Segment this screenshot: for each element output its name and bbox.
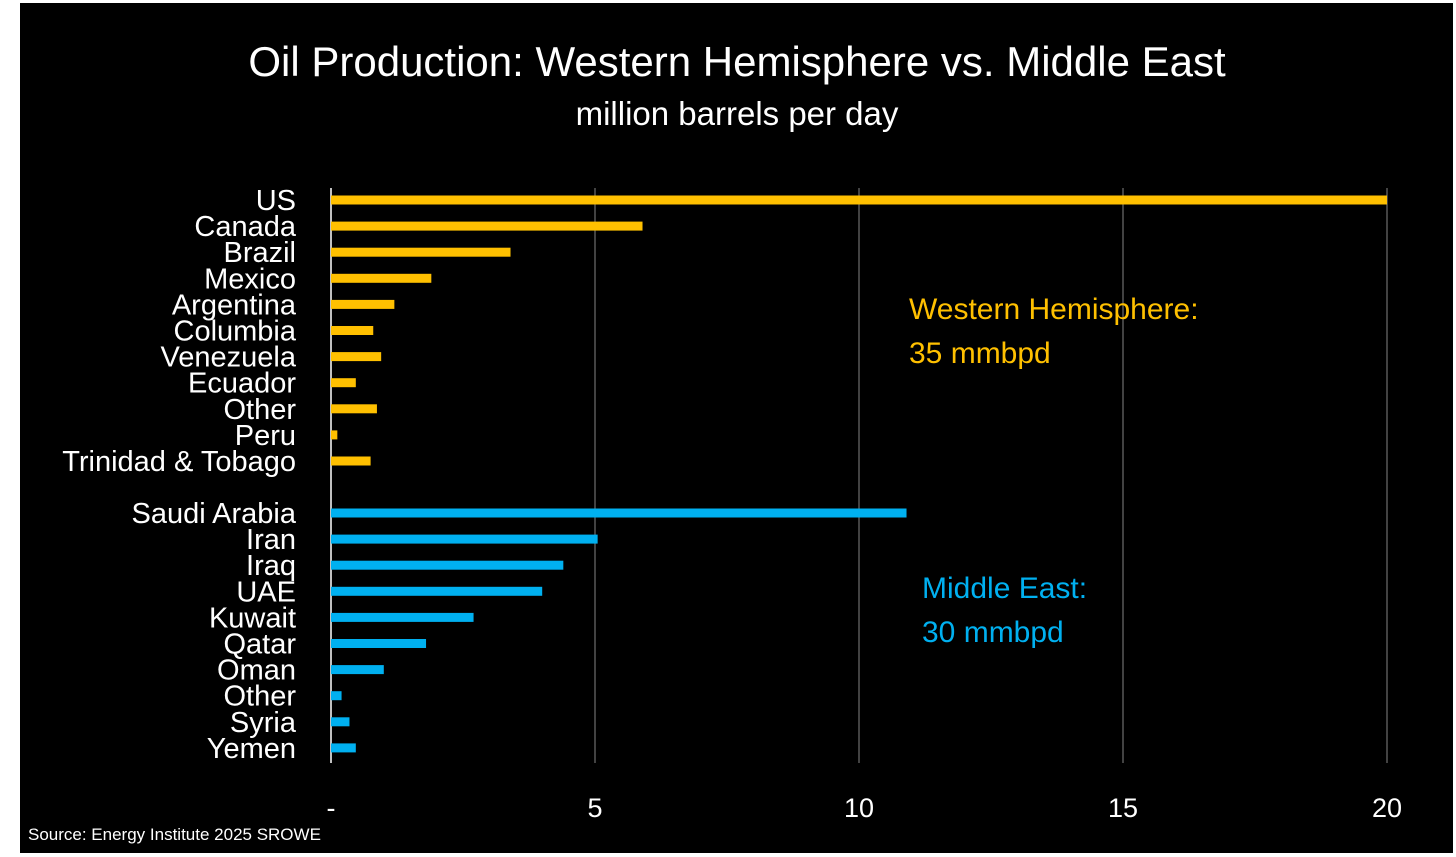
category-label-0-9: Peru [235, 420, 296, 452]
category-label-1-3: UAE [236, 576, 296, 608]
category-label-0-1: Canada [194, 211, 296, 243]
chart-title: Oil Production: Western Hemisphere vs. M… [248, 38, 1226, 85]
category-label-0-4: Argentina [172, 289, 297, 321]
category-label-1-6: Oman [217, 655, 296, 687]
category-label-1-0: Saudi Arabia [132, 498, 297, 530]
bar-1-4 [331, 612, 474, 622]
annotation-1-line-0: Middle East: [922, 572, 1087, 605]
bar-1-7 [331, 691, 342, 701]
bar-1-1 [331, 534, 598, 544]
bar-0-3 [331, 273, 432, 283]
category-label-0-0: US [256, 185, 296, 217]
category-label-1-7: Other [223, 681, 296, 713]
category-label-0-2: Brazil [223, 237, 296, 269]
bar-1-5 [331, 639, 427, 648]
bar-0-5 [331, 326, 374, 335]
bar-1-9 [331, 743, 356, 753]
bar-1-0 [331, 508, 907, 518]
bar-0-0 [331, 195, 1387, 205]
x-tick-label-4: 20 [1372, 793, 1402, 823]
category-label-1-5: Qatar [223, 629, 296, 661]
category-label-0-10: Trinidad & Tobago [62, 446, 296, 478]
annotations: Western Hemisphere: 35 mmbpd Middle East: 3… [909, 293, 1199, 649]
bar-0-1 [331, 221, 643, 231]
x-tick-labels: - 5 10 15 20 [327, 793, 1403, 823]
category-label-1-2: Iraq [246, 550, 296, 582]
category-label-0-6: Venezuela [161, 342, 297, 374]
bar-0-8 [331, 404, 377, 414]
category-label-0-7: Ecuador [188, 368, 296, 400]
category-label-1-8: Syria [230, 707, 297, 739]
category-labels: USCanadaBrazilMexicoArgentinaColumbiaVen… [62, 185, 297, 765]
bar-0-6 [331, 352, 382, 362]
x-tick-label-2: 10 [844, 793, 874, 823]
category-label-0-8: Other [223, 394, 296, 426]
bar-0-2 [331, 247, 511, 257]
bars [331, 195, 1387, 753]
x-tick-label-0: - [327, 793, 336, 823]
annotation-0-line-0: Western Hemisphere: [909, 293, 1199, 326]
chart-frame: Oil Production: Western Hemisphere vs. M… [20, 3, 1453, 853]
annotation-0-line-1: 35 mmbpd [909, 337, 1051, 370]
category-label-0-5: Columbia [174, 316, 297, 348]
category-label-1-4: Kuwait [209, 602, 296, 634]
bar-1-2 [331, 560, 564, 570]
source-note: Source: Energy Institute 2025 SROWE [28, 825, 321, 844]
chart-canvas: Oil Production: Western Hemisphere vs. M… [28, 38, 1403, 844]
chart-subtitle: million barrels per day [576, 95, 899, 132]
gridlines [330, 188, 1388, 763]
bar-1-6 [331, 665, 384, 675]
bar-0-9 [331, 430, 338, 440]
bar-1-3 [331, 586, 543, 596]
category-label-0-3: Mexico [204, 263, 296, 295]
bar-0-4 [331, 299, 395, 309]
x-tick-label-3: 15 [1108, 793, 1138, 823]
category-label-1-1: Iran [246, 524, 296, 556]
bar-0-10 [331, 456, 371, 466]
bar-1-8 [331, 717, 350, 727]
x-tick-label-1: 5 [587, 793, 602, 823]
annotation-1-line-1: 30 mmbpd [922, 616, 1064, 649]
category-label-1-9: Yemen [207, 733, 296, 765]
bar-0-7 [331, 378, 356, 388]
